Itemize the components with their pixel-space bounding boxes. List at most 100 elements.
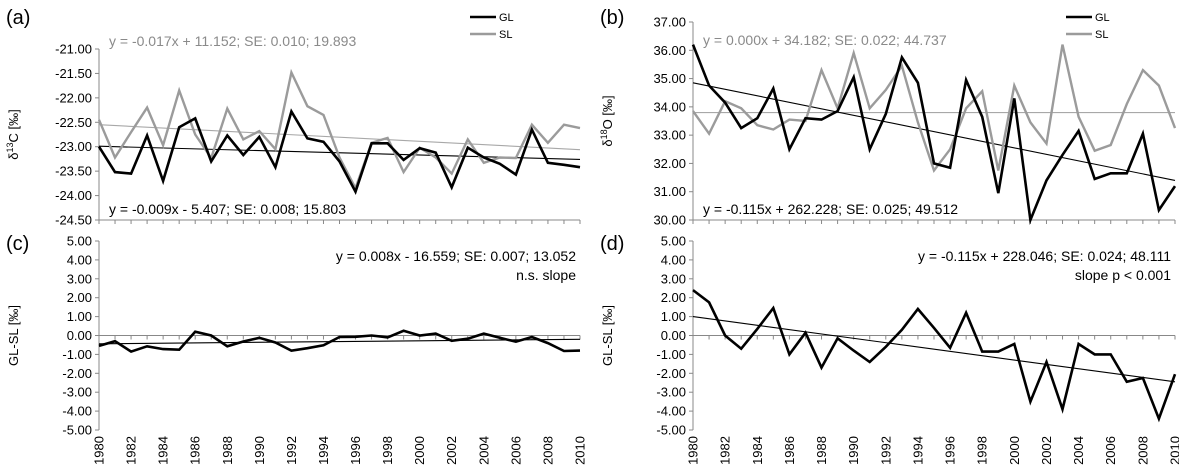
x-tick-label: 1988 bbox=[814, 436, 829, 465]
x-tick-label: 1992 bbox=[284, 436, 299, 465]
legend-label: SL bbox=[1095, 29, 1108, 41]
y-tick-label: 34.00 bbox=[653, 99, 686, 114]
y-tick-label: 36.00 bbox=[653, 43, 686, 58]
regression-annotation: y = 0.008x - 16.559; SE: 0.007; 13.052 bbox=[336, 248, 576, 264]
y-tick-label: -22.50 bbox=[55, 115, 92, 130]
x-tick-label: 2008 bbox=[1135, 436, 1150, 465]
panel-b-chart: (b) 37.00 36.00 35.00 34.00 33.00 32.00 31.00 30… bbox=[599, 7, 1177, 228]
y-tick-label: 3.00 bbox=[661, 271, 686, 286]
y-tick-label: 30.00 bbox=[653, 213, 686, 228]
y-axis-label: δ18O [‰] bbox=[599, 95, 615, 146]
y-tick-label: -21.50 bbox=[55, 66, 92, 81]
y-tick-label: -21.00 bbox=[55, 42, 92, 57]
x-tick-label: 2010 bbox=[1168, 436, 1179, 465]
y-tick-label: 2.00 bbox=[67, 290, 92, 305]
y-tick-label: 0.00 bbox=[661, 328, 686, 343]
x-tick-label: 1990 bbox=[846, 436, 861, 465]
y-tick-label: -3.00 bbox=[656, 385, 686, 400]
y-tick-label: -24.00 bbox=[55, 188, 92, 203]
legend-label: GL bbox=[499, 12, 514, 24]
legend-label: SL bbox=[499, 29, 512, 41]
y-tick-label: -1.00 bbox=[62, 347, 92, 362]
x-tick-label: 1998 bbox=[975, 436, 990, 465]
x-tick-label: 1980 bbox=[686, 436, 701, 465]
y-axis-label: GL-SL [‰] bbox=[600, 305, 615, 366]
regression-annotation: y = 0.000x + 34.182; SE: 0.022; 44.737 bbox=[703, 32, 947, 48]
x-tick-label: 1988 bbox=[220, 436, 235, 465]
series-line-gl bbox=[97, 108, 581, 195]
x-tick-label: 1996 bbox=[348, 436, 363, 465]
series-line-gl-sl bbox=[98, 329, 581, 354]
panel-label: (b) bbox=[600, 7, 624, 29]
y-tick-label: 32.00 bbox=[653, 156, 686, 171]
x-tick-label: 1982 bbox=[124, 436, 139, 465]
regression-annotation: n.s. slope bbox=[516, 267, 576, 283]
x-tick-label: 1998 bbox=[380, 436, 395, 465]
series-line-gl bbox=[691, 44, 1177, 226]
y-tick-label: 3.00 bbox=[67, 271, 92, 286]
y-tick-label: -3.00 bbox=[62, 385, 92, 400]
panel-a-chart: (a) -21.00 -21.50 -22.00 -22.50 -23.00 -23.50 -… bbox=[5, 7, 581, 228]
x-tick-label: 2000 bbox=[412, 436, 427, 465]
x-tick-label: 2008 bbox=[540, 436, 555, 465]
y-axis-label: GL-SL [‰] bbox=[6, 305, 21, 366]
y-tick-label: 5.00 bbox=[67, 234, 92, 249]
series-line-sl bbox=[97, 68, 581, 192]
series-line-sl bbox=[692, 44, 1177, 174]
y-tick-label: -24.50 bbox=[55, 213, 92, 228]
trendline-gl-sl bbox=[692, 316, 1176, 383]
trendline-gl-sl bbox=[98, 338, 581, 345]
regression-annotation: slope p < 0.001 bbox=[1075, 267, 1171, 283]
x-tick-label: 1996 bbox=[943, 436, 958, 465]
y-tick-label: 1.00 bbox=[67, 309, 92, 324]
panel-c-chart: (c) 5.00 4.00 3.00 2.00 1.00 0.00 -1.00 -2.00 -3.… bbox=[6, 233, 588, 465]
x-tick-label: 2006 bbox=[508, 436, 523, 465]
y-tick-label: 35.00 bbox=[653, 71, 686, 86]
y-tick-label: -4.00 bbox=[62, 404, 92, 419]
x-tick-label: 1980 bbox=[92, 436, 107, 465]
panel-d-chart: (d) 5.00 4.00 3.00 2.00 1.00 0.00 -1.00 -2.00 -3.… bbox=[600, 233, 1179, 465]
x-tick-label: 2006 bbox=[1103, 436, 1118, 465]
panel-label: (c) bbox=[6, 233, 29, 255]
y-tick-label: 5.00 bbox=[661, 234, 686, 249]
y-tick-label: -22.00 bbox=[55, 90, 92, 105]
x-tick-label: 1984 bbox=[156, 436, 171, 465]
regression-annotation: y = -0.017x + 11.152; SE: 0.010; 19.893 bbox=[109, 33, 356, 49]
y-tick-label: 31.00 bbox=[653, 184, 686, 199]
x-tick-label: 1986 bbox=[188, 436, 203, 465]
y-tick-label: -2.00 bbox=[656, 366, 686, 381]
y-tick-label: 0.00 bbox=[67, 328, 92, 343]
x-tick-label: 1994 bbox=[316, 436, 331, 465]
y-tick-label: -4.00 bbox=[656, 404, 686, 419]
y-tick-label: -1.00 bbox=[656, 347, 686, 362]
trendline-gl bbox=[692, 82, 1176, 181]
y-axis-label: δ13C [‰] bbox=[5, 109, 21, 160]
y-tick-label: 4.00 bbox=[661, 252, 686, 267]
regression-annotation: y = -0.009x - 5.407; SE: 0.008; 15.803 bbox=[109, 201, 346, 217]
x-tick-label: 1990 bbox=[252, 436, 267, 465]
x-tick-label: 2004 bbox=[1071, 436, 1086, 465]
trendline-sl bbox=[98, 124, 581, 151]
y-tick-label: 33.00 bbox=[653, 128, 686, 143]
x-tick-label: 1986 bbox=[782, 436, 797, 465]
legend-label: GL bbox=[1095, 12, 1110, 24]
series-line-gl-sl bbox=[692, 289, 1177, 423]
y-tick-label: 1.00 bbox=[661, 309, 686, 324]
y-tick-label: -23.00 bbox=[55, 139, 92, 154]
y-tick-label: 37.00 bbox=[653, 15, 686, 30]
x-tick-label: 2010 bbox=[573, 436, 588, 465]
y-tick-label: -2.00 bbox=[62, 366, 92, 381]
y-tick-label: 4.00 bbox=[67, 252, 92, 267]
x-tick-label: 2002 bbox=[444, 436, 459, 465]
regression-annotation: y = -0.115x + 228.046; SE: 0.024; 48.111 bbox=[918, 248, 1171, 264]
y-tick-label: -5.00 bbox=[62, 423, 92, 438]
y-tick-label: -5.00 bbox=[656, 423, 686, 438]
x-tick-label: 1982 bbox=[718, 436, 733, 465]
x-tick-label: 1994 bbox=[910, 436, 925, 465]
x-tick-label: 1984 bbox=[750, 436, 765, 465]
x-tick-label: 1992 bbox=[878, 436, 893, 465]
x-tick-label: 2000 bbox=[1007, 436, 1022, 465]
x-tick-label: 2004 bbox=[476, 436, 491, 465]
regression-annotation: y = -0.115x + 262.228; SE: 0.025; 49.512 bbox=[703, 201, 958, 217]
